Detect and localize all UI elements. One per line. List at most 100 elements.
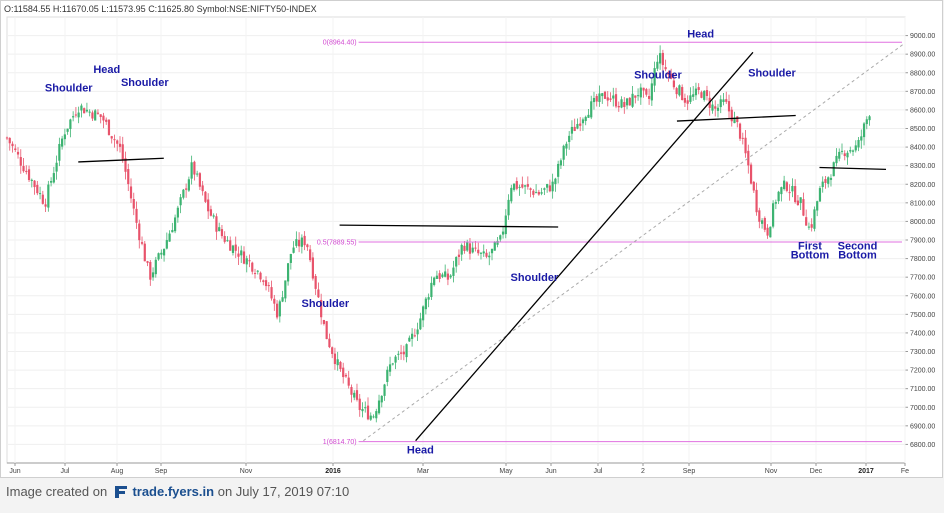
candle xyxy=(705,90,709,97)
x-tick-label: Sep xyxy=(155,468,168,475)
candle xyxy=(328,338,331,348)
candle xyxy=(22,166,25,172)
candle xyxy=(692,94,695,97)
candle xyxy=(146,261,149,263)
candle xyxy=(799,197,802,204)
candle xyxy=(55,162,58,172)
candle xyxy=(788,192,791,194)
candle xyxy=(479,252,483,254)
candle xyxy=(140,242,144,244)
candle xyxy=(851,150,855,152)
pattern-annotation: Shoulder xyxy=(511,272,559,284)
candle xyxy=(320,299,323,318)
candle xyxy=(229,240,232,251)
pattern-annotation: Head xyxy=(407,445,434,457)
candle xyxy=(744,137,747,154)
candle xyxy=(755,189,758,213)
candle xyxy=(438,273,441,279)
candle xyxy=(11,143,14,147)
x-tick-label: 2 xyxy=(641,468,645,475)
candle xyxy=(171,229,174,233)
candle xyxy=(174,217,177,232)
candle xyxy=(603,91,607,99)
pattern-annotation: Bottom xyxy=(838,250,877,262)
y-tick-label: 8600.00 xyxy=(910,107,935,114)
candle xyxy=(727,101,731,112)
candle xyxy=(107,119,111,136)
candle xyxy=(587,114,590,118)
candle xyxy=(116,140,119,144)
candle xyxy=(220,229,224,237)
candle xyxy=(614,94,618,107)
candle xyxy=(639,87,642,98)
candle xyxy=(592,97,596,103)
candle xyxy=(91,112,94,119)
pattern-annotation: Bottom xyxy=(791,250,830,262)
candle xyxy=(16,151,20,155)
candle xyxy=(716,107,720,111)
candle xyxy=(523,185,527,187)
candle xyxy=(99,114,102,118)
pattern-annotation: First xyxy=(798,240,822,252)
candle xyxy=(58,143,61,161)
price-chart[interactable]: 6800.00 6900.00 7000.00 7100.00 7200.00 7300.… xyxy=(1,1,942,477)
candle xyxy=(526,184,529,187)
candle xyxy=(41,194,44,204)
y-tick-label: 9000.00 xyxy=(910,33,935,40)
candle xyxy=(190,162,193,179)
candle xyxy=(388,364,392,372)
x-tick-label: 2016 xyxy=(325,468,341,475)
candle xyxy=(72,116,75,118)
credit-brand[interactable]: trade.fyers.in xyxy=(132,484,215,499)
candle xyxy=(557,163,560,177)
candle xyxy=(80,105,83,111)
candle xyxy=(714,106,717,109)
y-tick-label: 8800.00 xyxy=(910,70,935,77)
y-tick-label: 7000.00 xyxy=(910,405,935,412)
candle xyxy=(309,249,312,261)
candle xyxy=(215,216,218,232)
candle xyxy=(419,318,422,330)
trend-line xyxy=(676,114,796,122)
candle xyxy=(110,136,113,139)
ohlc-readout: O:11584.55 H:11670.05 L:11573.95 C:11625… xyxy=(4,4,317,14)
candle xyxy=(868,116,871,121)
candle xyxy=(661,52,664,66)
candle xyxy=(738,123,742,139)
candle xyxy=(38,193,42,195)
x-tick-label: Fe xyxy=(901,468,909,475)
candle xyxy=(843,153,846,157)
candle xyxy=(551,181,554,192)
candle xyxy=(565,143,568,149)
candle xyxy=(664,67,667,70)
candle xyxy=(463,245,466,251)
candle xyxy=(576,123,579,129)
candle xyxy=(854,145,857,151)
candle xyxy=(278,301,281,317)
candle xyxy=(129,186,133,199)
pattern-annotation: Head xyxy=(93,64,120,76)
candle xyxy=(507,199,510,216)
candle xyxy=(223,235,226,242)
candle xyxy=(347,377,350,386)
candle xyxy=(785,182,788,191)
candle xyxy=(292,247,295,253)
candle xyxy=(741,137,744,139)
candle xyxy=(501,231,505,235)
pattern-annotation: Shoulder xyxy=(302,298,350,310)
candle xyxy=(149,261,152,280)
y-tick-label: 8300.00 xyxy=(910,163,935,170)
y-tick-label: 8000.00 xyxy=(910,219,935,226)
candle xyxy=(760,220,764,224)
candle xyxy=(512,183,516,190)
candle xyxy=(620,99,623,108)
candle xyxy=(66,128,69,132)
candle xyxy=(83,108,86,114)
candle xyxy=(350,387,353,395)
candle xyxy=(805,217,808,226)
candle xyxy=(647,96,651,99)
candle xyxy=(306,244,309,248)
candle xyxy=(69,119,72,129)
candle xyxy=(824,179,827,183)
candle xyxy=(402,351,405,355)
